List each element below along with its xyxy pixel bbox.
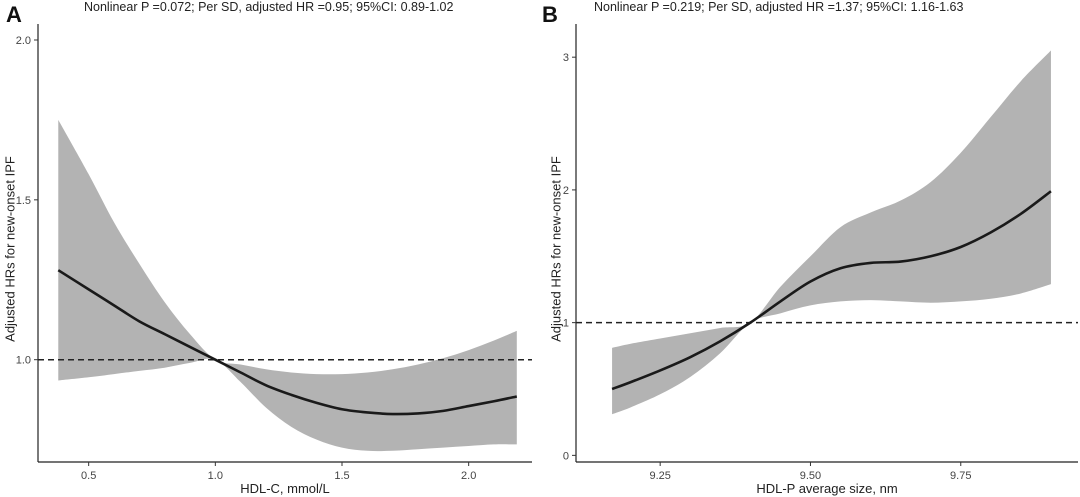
y-tick-label: 1.0: [16, 355, 31, 367]
panel-a: A Nonlinear P =0.072; Per SD, adjusted H…: [3, 0, 532, 496]
y-tick-label: 2.0: [16, 35, 31, 47]
panel-b-x-ticks: 9.25 9.50 9.75: [649, 462, 971, 482]
panel-a-fitted-curve: [57, 269, 518, 416]
y-tick-label: 1.5: [16, 195, 31, 207]
x-tick-label: 9.75: [950, 470, 971, 482]
y-tick-label: 0: [563, 450, 569, 462]
panel-a-y-axis-title: Adjusted HRs for new-onset IPF: [3, 156, 18, 342]
x-tick-label: 2.0: [461, 470, 476, 482]
x-tick-label: 1.0: [208, 470, 223, 482]
panel-b-subtitle: Nonlinear P =0.219; Per SD, adjusted HR …: [594, 0, 963, 14]
panel-b-x-axis-title: HDL-P average size, nm: [756, 481, 897, 496]
y-tick-label: 1: [563, 318, 569, 330]
panel-a-x-ticks: 0.5 1.0 1.5 2.0: [81, 462, 476, 482]
panel-b-letter: B: [542, 2, 558, 27]
panel-b-fitted-curve: [611, 190, 1052, 391]
x-tick-label: 0.5: [81, 470, 96, 482]
panel-b: B Nonlinear P =0.219; Per SD, adjusted H…: [542, 0, 1078, 496]
panel-a-x-axis-title: HDL-C, mmol/L: [240, 481, 330, 496]
panel-a-confidence-band: [58, 119, 517, 452]
panel-b-confidence-band: [612, 50, 1051, 415]
panel-a-letter: A: [6, 2, 22, 27]
panel-a-subtitle: Nonlinear P =0.072; Per SD, adjusted HR …: [84, 0, 453, 14]
y-tick-label: 2: [563, 185, 569, 197]
x-tick-label: 1.5: [334, 470, 349, 482]
panel-b-y-ticks: 0 1 2 3: [563, 52, 576, 462]
x-tick-label: 9.50: [800, 470, 821, 482]
panel-b-y-axis-title: Adjusted HRs for new-onset IPF: [549, 156, 564, 342]
panel-a-y-ticks: 1.0 1.5 2.0: [16, 35, 38, 367]
x-tick-label: 9.25: [649, 470, 670, 482]
y-tick-label: 3: [563, 52, 569, 64]
